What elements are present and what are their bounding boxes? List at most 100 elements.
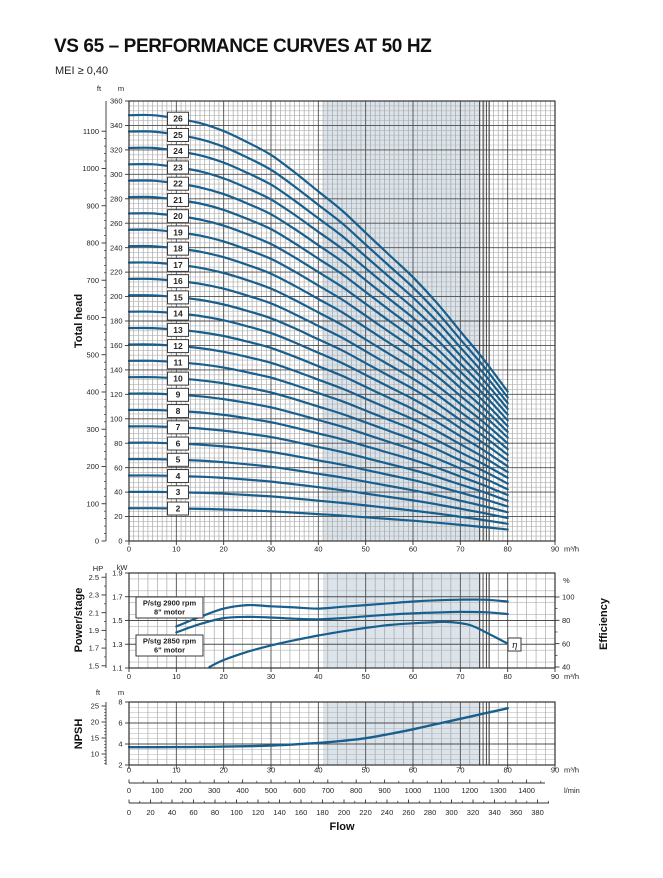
svg-text:240: 240 — [110, 243, 123, 252]
svg-text:300: 300 — [208, 786, 221, 795]
stage-curve-18 — [127, 244, 509, 439]
svg-text:80: 80 — [503, 766, 511, 775]
svg-text:20: 20 — [91, 718, 99, 727]
stage-curve-4 — [127, 474, 509, 520]
svg-text:180: 180 — [110, 317, 123, 326]
svg-text:26: 26 — [173, 114, 183, 124]
svg-text:2.1: 2.1 — [89, 608, 99, 617]
svg-text:0: 0 — [95, 537, 99, 546]
svg-text:1.3: 1.3 — [112, 640, 122, 649]
svg-text:80: 80 — [503, 672, 511, 681]
npsh-y-axis-ft: 10 15 20 25 ft — [91, 688, 107, 765]
stage-curve-8 — [127, 408, 509, 497]
duty-limit-lines — [479, 573, 490, 668]
svg-text:2: 2 — [176, 503, 181, 513]
svg-text:60: 60 — [409, 545, 417, 554]
svg-text:400: 400 — [86, 388, 99, 397]
svg-text:20: 20 — [219, 672, 227, 681]
efficiency-curve — [208, 620, 509, 669]
svg-text:m: m — [118, 688, 124, 697]
svg-text:10: 10 — [172, 766, 180, 775]
svg-text:300: 300 — [86, 425, 99, 434]
svg-text:20: 20 — [146, 808, 154, 817]
svg-text:900: 900 — [86, 201, 99, 210]
svg-text:21: 21 — [173, 195, 183, 205]
svg-text:60: 60 — [562, 639, 570, 648]
svg-text:60: 60 — [409, 766, 417, 775]
svg-text:1.1: 1.1 — [112, 664, 122, 673]
svg-text:22: 22 — [173, 179, 183, 189]
stage-label-box-12 — [167, 339, 189, 354]
stage-curve-3 — [127, 490, 509, 525]
stage-curve-6 — [127, 441, 509, 508]
svg-text:50: 50 — [361, 766, 369, 775]
svg-text:12: 12 — [173, 341, 183, 351]
stage-curves — [127, 113, 509, 531]
plot-frame — [128, 701, 556, 766]
svg-text:15: 15 — [91, 734, 99, 743]
svg-text:5: 5 — [176, 455, 181, 465]
stage-curve-22 — [127, 179, 509, 416]
svg-text:700: 700 — [86, 276, 99, 285]
svg-text:600: 600 — [86, 313, 99, 322]
svg-text:1.5: 1.5 — [89, 661, 99, 670]
stage-labels: 2345678910111213141516171819202122232425… — [167, 111, 189, 516]
power-curve-2900 — [175, 598, 509, 628]
svg-text:10: 10 — [91, 750, 99, 759]
stage-label-box-14 — [167, 306, 189, 321]
svg-text:100: 100 — [151, 786, 164, 795]
stage-curve-13 — [127, 326, 509, 468]
svg-text:30: 30 — [267, 766, 275, 775]
svg-text:%: % — [563, 576, 570, 585]
svg-text:23: 23 — [173, 162, 183, 172]
svg-text:140: 140 — [273, 808, 286, 817]
svg-text:100: 100 — [86, 499, 99, 508]
svg-text:20: 20 — [114, 512, 122, 521]
svg-text:1.9: 1.9 — [112, 569, 122, 578]
svg-text:70: 70 — [456, 672, 464, 681]
svg-text:m³/h: m³/h — [564, 672, 579, 681]
svg-text:40: 40 — [562, 663, 570, 672]
svg-text:0: 0 — [127, 672, 131, 681]
head-x-axis: 0 10 20 30 40 50 60 70 80 90 m³/h — [127, 541, 579, 554]
svg-text:1.5: 1.5 — [112, 616, 122, 625]
svg-text:30: 30 — [267, 545, 275, 554]
power-box-2900 — [135, 596, 204, 619]
svg-text:18: 18 — [173, 244, 183, 254]
svg-text:25: 25 — [173, 130, 183, 140]
stage-curve-5 — [127, 457, 509, 514]
stage-label-box-15 — [167, 290, 189, 305]
svg-text:200: 200 — [338, 808, 351, 817]
power-y-axis-kw: 1.9 1.7 1.5 1.3 1.1 kW — [112, 563, 129, 673]
grid — [129, 101, 555, 541]
stage-label-box-11 — [167, 355, 189, 370]
svg-text:360: 360 — [510, 808, 523, 817]
svg-text:19: 19 — [173, 227, 183, 237]
stage-curve-17 — [127, 261, 509, 445]
stage-curve-21 — [127, 195, 509, 422]
svg-text:m: m — [118, 84, 124, 93]
svg-text:m³/h: m³/h — [564, 766, 579, 775]
power-box-2850 — [135, 634, 204, 657]
svg-text:300: 300 — [110, 170, 123, 179]
stage-curve-7 — [127, 425, 509, 502]
stage-curve-2 — [127, 507, 509, 531]
svg-text:50: 50 — [361, 672, 369, 681]
svg-text:90: 90 — [551, 672, 559, 681]
svg-text:380: 380 — [531, 808, 544, 817]
svg-text:P/stg 2850 rpm: P/stg 2850 rpm — [143, 637, 197, 646]
grid — [129, 702, 555, 765]
stage-curve-25 — [127, 130, 509, 399]
svg-text:60: 60 — [189, 808, 197, 817]
svg-text:20: 20 — [219, 766, 227, 775]
npsh-x-axis: 0 10 20 30 40 50 60 70 80 90 m³/h — [127, 765, 579, 775]
svg-text:40: 40 — [314, 672, 322, 681]
npsh-y-axis-m: 8 6 4 2 m — [118, 688, 129, 770]
svg-text:340: 340 — [110, 121, 123, 130]
svg-text:14: 14 — [173, 309, 183, 319]
stage-curve-26 — [127, 113, 509, 393]
stage-curve-10 — [127, 376, 509, 485]
svg-text:6: 6 — [176, 438, 181, 448]
svg-text:0: 0 — [127, 786, 131, 795]
lmin-scale: 0 100 200 300 400 500 600 700 800 900 1000 1100 1200… — [127, 779, 580, 795]
